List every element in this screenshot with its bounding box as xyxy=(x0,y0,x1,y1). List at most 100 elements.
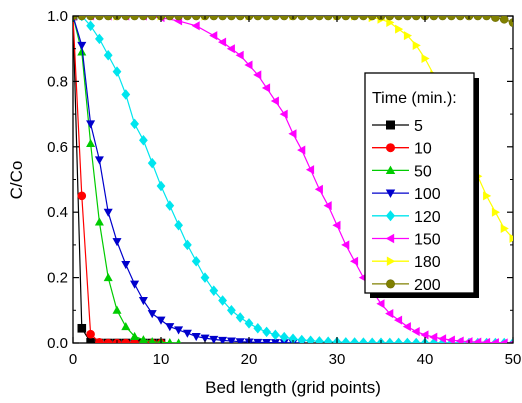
data-point-120 xyxy=(121,89,131,100)
data-point-150 xyxy=(429,332,438,342)
data-point-200 xyxy=(359,16,368,21)
data-point-10 xyxy=(121,338,131,343)
data-point-100 xyxy=(86,120,96,129)
series-layer xyxy=(73,16,513,343)
legend-entry-180: 180 xyxy=(372,254,441,271)
data-point-150 xyxy=(323,201,332,211)
data-point-200 xyxy=(315,16,324,21)
data-point-180 xyxy=(386,18,395,28)
data-point-200 xyxy=(279,16,289,21)
data-point-10 xyxy=(95,338,104,343)
data-point-100 xyxy=(156,316,166,325)
x-tick-label: 10 xyxy=(153,351,170,368)
legend-title: Time (min.): xyxy=(372,90,457,107)
data-point-100 xyxy=(147,310,157,319)
data-point-200 xyxy=(227,16,236,21)
data-point-150 xyxy=(455,336,464,343)
legend-label: 180 xyxy=(414,254,441,271)
data-point-180 xyxy=(509,233,513,243)
data-point-120 xyxy=(341,337,351,343)
data-point-100 xyxy=(200,334,210,343)
data-point-150 xyxy=(349,256,359,266)
data-point-120 xyxy=(95,33,104,45)
data-point-120 xyxy=(323,336,333,343)
legend-entry-200: 200 xyxy=(372,277,441,294)
data-point-200 xyxy=(482,16,491,21)
data-point-120 xyxy=(130,118,139,130)
data-point-120 xyxy=(315,336,324,343)
data-point-200 xyxy=(130,16,139,21)
data-point-180 xyxy=(412,40,421,50)
data-point-50 xyxy=(121,322,131,331)
data-point-100 xyxy=(253,338,263,343)
data-point-120 xyxy=(86,20,95,32)
legend-label: 150 xyxy=(414,232,441,249)
data-point-180 xyxy=(403,31,413,41)
legend-label: 120 xyxy=(414,209,441,226)
data-point-200 xyxy=(262,16,271,21)
legend-label: 50 xyxy=(414,163,432,180)
data-point-120 xyxy=(367,337,377,343)
data-point-10 xyxy=(77,191,87,201)
data-point-180 xyxy=(500,224,509,234)
data-point-120 xyxy=(359,337,368,343)
data-point-150 xyxy=(261,83,271,93)
data-point-200 xyxy=(491,16,500,22)
data-point-120 xyxy=(429,337,439,343)
data-point-50 xyxy=(130,331,140,340)
data-point-50 xyxy=(112,305,122,314)
data-point-150 xyxy=(270,96,279,106)
data-point-120 xyxy=(244,318,254,329)
data-point-100 xyxy=(112,238,122,247)
legend-label: 5 xyxy=(414,118,423,135)
x-tick-label: 50 xyxy=(505,351,522,368)
data-point-100 xyxy=(77,41,87,51)
data-point-200 xyxy=(218,16,227,21)
data-point-120 xyxy=(288,333,298,343)
series-200 xyxy=(73,16,513,27)
data-point-100 xyxy=(226,337,236,343)
data-point-120 xyxy=(394,337,403,343)
legend-marker xyxy=(385,210,396,222)
data-point-150 xyxy=(385,309,394,319)
data-point-150 xyxy=(191,21,200,31)
data-point-5 xyxy=(86,338,95,343)
y-tick-label: 0.6 xyxy=(47,139,68,156)
data-point-120 xyxy=(174,220,183,231)
data-point-150 xyxy=(341,240,350,250)
data-point-120 xyxy=(306,335,315,343)
data-point-120 xyxy=(209,285,219,296)
data-point-150 xyxy=(473,337,482,343)
legend-entries: 5 10 50 100 120 150 180 200 xyxy=(372,118,441,294)
data-point-100 xyxy=(94,156,104,165)
data-point-120 xyxy=(279,331,289,343)
data-point-120 xyxy=(191,255,201,267)
legend-label: 10 xyxy=(414,141,432,158)
data-point-150 xyxy=(446,335,455,343)
x-tick-label: 30 xyxy=(329,351,346,368)
data-point-200 xyxy=(253,16,263,21)
data-point-120 xyxy=(262,326,271,338)
legend-label: 100 xyxy=(414,186,441,203)
data-point-120 xyxy=(165,200,175,211)
legend-label: 200 xyxy=(414,277,441,294)
y-tick-label: 0.2 xyxy=(47,270,68,287)
data-point-200 xyxy=(95,16,104,21)
legend-marker xyxy=(385,165,396,175)
data-point-100 xyxy=(209,335,219,343)
data-point-150 xyxy=(411,327,420,337)
data-point-200 xyxy=(297,16,307,21)
data-point-150 xyxy=(305,165,315,175)
data-point-200 xyxy=(103,16,113,21)
data-point-50 xyxy=(77,47,87,56)
data-point-150 xyxy=(437,334,447,343)
data-point-50 xyxy=(139,335,148,343)
data-point-120 xyxy=(253,323,263,334)
data-point-200 xyxy=(455,16,465,21)
data-point-50 xyxy=(103,272,113,282)
x-tick-label: 20 xyxy=(241,351,258,368)
data-point-200 xyxy=(499,16,509,24)
data-point-100 xyxy=(218,336,228,343)
data-point-120 xyxy=(147,157,157,169)
legend-marker xyxy=(385,279,395,289)
